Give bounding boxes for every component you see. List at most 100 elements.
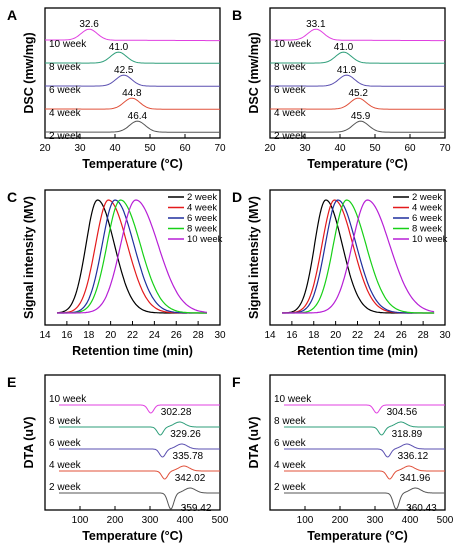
y-axis-title: DTA (uV) — [247, 416, 261, 468]
x-tick-label: 400 — [177, 515, 194, 526]
x-tick-label: 14 — [264, 330, 276, 341]
x-axis-title: Retention time (min) — [72, 344, 193, 358]
x-tick-label: 22 — [352, 330, 364, 341]
trace-2-week — [56, 199, 188, 314]
series-label: 2 week — [49, 131, 82, 142]
series-label: 4 week — [49, 108, 82, 119]
x-tick-label: 24 — [149, 330, 161, 341]
trace-8-week — [270, 51, 445, 64]
x-tick-label: 500 — [437, 515, 454, 526]
x-axis-title: Temperature (°C) — [307, 157, 408, 171]
x-axis-title: Temperature (°C) — [82, 529, 183, 543]
series-label: 8 week — [274, 62, 307, 73]
panel-d: 14 16 18 20 22 24 26 28 30 D Retention time (min) S… — [232, 189, 451, 358]
x-tick-label: 20 — [39, 143, 51, 154]
y-axis-title: DTA (uV) — [22, 416, 36, 468]
x-tick-label: 70 — [214, 143, 226, 154]
x-tick-label: 18 — [83, 330, 95, 341]
panel-label: E — [7, 374, 16, 390]
trace-2-week — [270, 120, 445, 133]
legend-label: 4 week — [187, 203, 217, 214]
trace-10-week — [282, 199, 435, 314]
x-tick-label: 60 — [404, 143, 416, 154]
series-label: 8 week — [49, 416, 82, 427]
legend-label: 8 week — [187, 224, 217, 235]
x-tick-label: 16 — [61, 330, 73, 341]
x-tick-label: 300 — [142, 515, 159, 526]
series-label: 6 week — [274, 85, 307, 96]
x-tick-label: 20 — [330, 330, 342, 341]
x-tick-label: 18 — [308, 330, 320, 341]
peak-annotation: 33.1 — [306, 19, 326, 30]
trace-8-week — [45, 51, 220, 64]
trace-4-week — [59, 465, 220, 480]
series-label: 10 week — [274, 394, 312, 405]
panel-label: B — [232, 7, 242, 23]
trace-6-week — [45, 74, 220, 87]
trace-6-week — [59, 443, 220, 458]
x-tick-label: 16 — [286, 330, 298, 341]
x-tick-label: 22 — [127, 330, 139, 341]
axes-frame — [44, 374, 221, 511]
panel-label: D — [232, 189, 242, 205]
x-tick-label: 26 — [396, 330, 408, 341]
legend-label: 8 week — [412, 224, 442, 235]
x-axis-title: Temperature (°C) — [307, 529, 408, 543]
peak-annotation: 318.89 — [392, 429, 423, 440]
peak-annotation: 335.78 — [173, 451, 204, 462]
x-tick-label: 20 — [105, 330, 117, 341]
trace-2-week — [284, 487, 445, 510]
peak-annotation: 360.43 — [406, 503, 437, 514]
peak-annotation: 359.42 — [181, 503, 212, 514]
x-tick-label: 100 — [72, 515, 89, 526]
trace-8-week — [57, 199, 207, 314]
x-tick-label: 50 — [144, 143, 156, 154]
peak-annotation: 46.4 — [128, 111, 148, 122]
x-tick-label: 30 — [439, 330, 451, 341]
series-label: 10 week — [49, 394, 87, 405]
x-tick-label: 500 — [212, 515, 229, 526]
peak-annotation: 41.0 — [109, 42, 129, 53]
panel-label: C — [7, 189, 17, 205]
series-label: 10 week — [274, 39, 312, 50]
x-tick-label: 28 — [193, 330, 205, 341]
x-tick-label: 20 — [264, 143, 276, 154]
axes-frame — [44, 7, 221, 139]
series-label: 8 week — [49, 62, 82, 73]
series-label: 6 week — [49, 85, 82, 96]
trace-4-week — [45, 97, 220, 110]
x-axis-title: Temperature (°C) — [82, 157, 183, 171]
series-label: 2 week — [49, 482, 82, 493]
trace-8-week — [284, 421, 445, 436]
x-tick-label: 30 — [74, 143, 86, 154]
legend-label: 10 week — [412, 234, 448, 245]
panel-c: 14 16 18 20 22 24 26 28 30 C Retention time (min) S… — [7, 189, 226, 358]
series-label: 6 week — [49, 438, 82, 449]
peak-annotation: 45.9 — [351, 111, 371, 122]
trace-2-week — [45, 120, 220, 133]
trace-2-week — [282, 199, 413, 314]
x-tick-label: 200 — [107, 515, 124, 526]
legend-label: 2 week — [187, 192, 217, 203]
peak-annotation: 41.9 — [337, 65, 357, 76]
peak-annotation: 302.28 — [161, 407, 192, 418]
trace-4-week — [270, 97, 445, 110]
trace-4-week — [284, 465, 445, 480]
legend-label: 4 week — [412, 203, 442, 214]
axes-frame — [269, 374, 446, 511]
y-axis-title: Signal intensity (MV) — [22, 196, 36, 319]
x-tick-label: 14 — [39, 330, 51, 341]
peak-annotation: 42.5 — [114, 65, 134, 76]
legend-label: 10 week — [187, 234, 223, 245]
x-tick-label: 28 — [418, 330, 430, 341]
x-tick-label: 70 — [439, 143, 451, 154]
series-label: 6 week — [274, 438, 307, 449]
x-tick-label: 200 — [332, 515, 349, 526]
peak-annotation: 329.26 — [170, 429, 201, 440]
trace-2-week — [59, 487, 220, 510]
x-tick-label: 300 — [367, 515, 384, 526]
y-axis-title: Signal intensity (MV) — [247, 196, 261, 319]
peak-annotation: 45.2 — [348, 88, 368, 99]
x-tick-label: 60 — [179, 143, 191, 154]
